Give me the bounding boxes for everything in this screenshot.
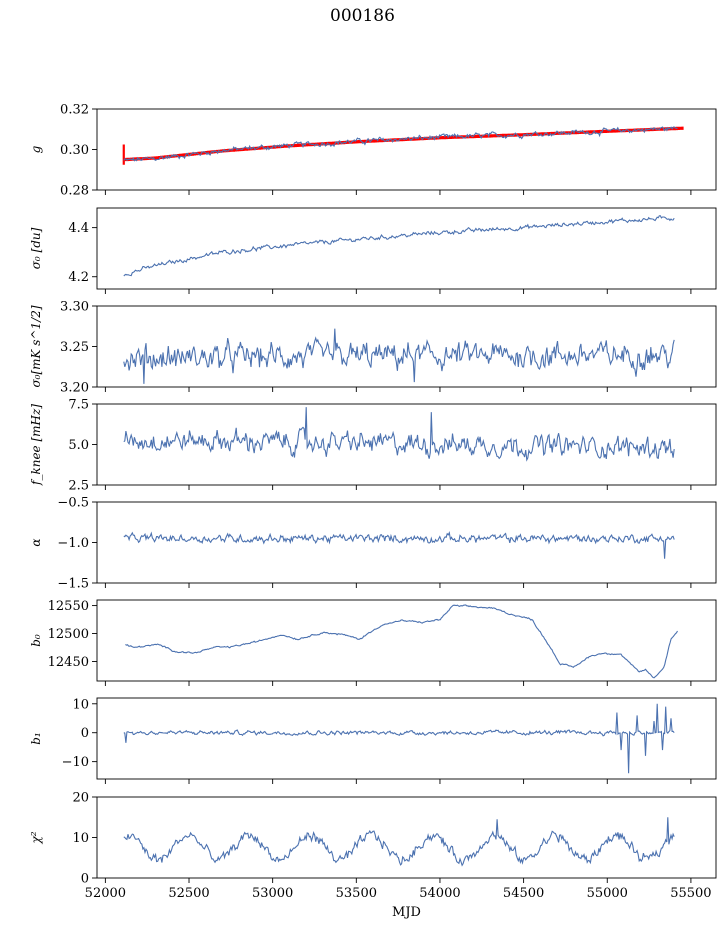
panel-alpha-ytick-label: −1.5 bbox=[57, 577, 89, 592]
panel-chi2-series-line bbox=[123, 817, 675, 867]
panel-fknee-ytick-label: 2.5 bbox=[68, 479, 89, 494]
panel-b1-frame bbox=[96, 697, 717, 780]
panel-b1-ytick-label: 10 bbox=[72, 697, 89, 712]
panel-b0-plot-area bbox=[125, 604, 678, 679]
panel-b1-series-line bbox=[123, 703, 675, 774]
panel-sigma0: 4.2 4.4 σ₀ [du] bbox=[29, 207, 717, 294]
panel-g-ytick-label: 0.30 bbox=[60, 143, 89, 158]
panel-alpha-ytick-label: −0.5 bbox=[57, 496, 89, 511]
panel-b0-ytick-label: 12450 bbox=[48, 655, 89, 670]
xtick-label: 54500 bbox=[503, 886, 544, 901]
panel-fknee-ytick-label: 7.5 bbox=[68, 398, 89, 413]
figure-title: 000186 bbox=[330, 6, 395, 26]
panel-alpha-ylabel: α bbox=[29, 538, 43, 546]
panel-fknee-ytick-label: 5.0 bbox=[68, 438, 89, 453]
panel-chi2-plot-area bbox=[123, 817, 675, 867]
panel-fknee-series-line bbox=[123, 407, 675, 462]
panel-sigma0_mk-ytick-label: 3.30 bbox=[60, 300, 89, 315]
panel-chi2-ylabel: χ² bbox=[29, 831, 43, 844]
panel-b1-ylabel: b₁ bbox=[29, 732, 43, 745]
xtick-label: 54000 bbox=[419, 886, 460, 901]
xtick-label: 55000 bbox=[587, 886, 628, 901]
panel-sigma0-ylabel: σ₀ [du] bbox=[29, 227, 43, 269]
panel-sigma0_mk-ylabel: σ₀[mK s^1/2] bbox=[29, 305, 43, 387]
panel-b0-series-line bbox=[125, 604, 678, 679]
panel-b0-frame bbox=[96, 599, 717, 682]
panel-sigma0_mk: 3.20 3.25 3.30 σ₀[mK s^1/2] bbox=[29, 300, 717, 396]
panel-alpha-series-line bbox=[123, 531, 675, 559]
panel-sigma0_mk-plot-area bbox=[123, 328, 675, 384]
x-axis-label: MJD bbox=[392, 905, 421, 920]
panel-fknee-ylabel: f_knee [mHz] bbox=[29, 404, 43, 486]
panel-fknee: 2.5 5.0 7.5 f_knee [mHz] bbox=[29, 398, 717, 494]
panel-chi2: 0 10 20 52000 52500 53000 53500 54000 54500 55000… bbox=[29, 791, 717, 901]
panel-sigma0_mk-ytick-label: 3.20 bbox=[60, 381, 89, 396]
panel-alpha-ytick-label: −1.0 bbox=[57, 536, 89, 551]
panel-sigma0_mk-frame bbox=[96, 305, 717, 388]
panel-g-ytick-label: 0.28 bbox=[60, 184, 89, 199]
xtick-label: 53500 bbox=[336, 886, 377, 901]
panel-g: 0.28 0.30 0.32 g bbox=[29, 103, 717, 199]
panel-chi2-ytick-label: 10 bbox=[72, 831, 89, 846]
panel-sigma0-plot-area bbox=[123, 215, 675, 277]
panel-b1-ytick-label: 0 bbox=[81, 726, 89, 741]
panel-g-overlay bbox=[122, 126, 684, 165]
panel-b1-plot-area bbox=[123, 703, 675, 774]
panel-sigma0-ytick-label: 4.4 bbox=[68, 221, 89, 236]
xtick-label: 52500 bbox=[168, 886, 209, 901]
panel-g-series-line bbox=[123, 126, 678, 162]
panel-b1-ytick-label: −10 bbox=[62, 755, 89, 770]
panel-g-ylabel: g bbox=[29, 145, 43, 153]
panel-alpha: −1.5 −1.0 −0.5 α bbox=[29, 496, 717, 592]
panel-sigma0_mk-ytick-label: 3.25 bbox=[60, 340, 89, 355]
xtick-label: 53000 bbox=[252, 886, 293, 901]
panel-sigma0-series-line bbox=[123, 215, 675, 277]
panel-sigma0-frame bbox=[96, 207, 717, 290]
panel-b0-ytick-label: 12500 bbox=[48, 627, 89, 642]
panel-g-ytick-label: 0.32 bbox=[60, 103, 89, 118]
panel-sigma0_mk-series-line bbox=[123, 328, 675, 384]
panel-b0: 12450 12500 12550 b₀ bbox=[29, 599, 717, 686]
xtick-label: 52000 bbox=[85, 886, 126, 901]
panel-g-plot-area bbox=[122, 126, 684, 165]
panel-sigma0-ytick-label: 4.2 bbox=[68, 270, 89, 285]
panel-b0-ylabel: b₀ bbox=[29, 634, 43, 647]
panel-g-frame bbox=[96, 108, 717, 191]
panel-b1: −10 0 10 b₁ bbox=[29, 697, 717, 784]
panel-alpha-plot-area bbox=[123, 531, 675, 559]
panel-b0-ytick-label: 12550 bbox=[48, 599, 89, 614]
panel-fknee-plot-area bbox=[123, 407, 675, 462]
panel-chi2-ytick-label: 20 bbox=[72, 791, 89, 806]
xtick-label: 55500 bbox=[670, 886, 711, 901]
panel-chi2-ytick-label: 0 bbox=[81, 872, 89, 887]
